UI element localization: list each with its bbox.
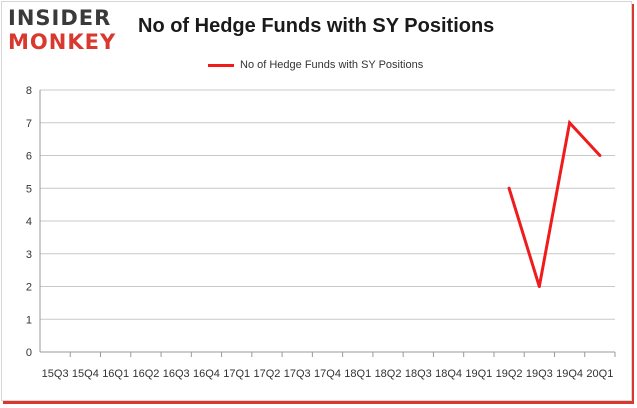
- x-tick-label: 16Q2: [132, 368, 159, 380]
- legend-swatch: [208, 63, 234, 67]
- x-tick-label: 18Q4: [435, 368, 462, 380]
- data-point: [507, 186, 511, 190]
- x-tick-label: 16Q1: [102, 368, 129, 380]
- logo-text-top: INSIDER: [8, 6, 112, 30]
- x-tick-label: 19Q3: [526, 368, 553, 380]
- x-tick-label: 16Q4: [193, 368, 220, 380]
- series-line: [507, 119, 602, 287]
- data-point: [537, 285, 541, 288]
- chart-legend: No of Hedge Funds with SY Positions: [208, 58, 423, 72]
- y-tick-label: 4: [26, 216, 32, 228]
- logo-text-bottom: MONKEY: [8, 30, 117, 54]
- x-tick-label: 17Q4: [314, 368, 341, 380]
- x-tick-label: 17Q1: [223, 368, 250, 380]
- y-tick-label: 0: [26, 347, 32, 359]
- x-tick-label: 17Q2: [254, 368, 281, 380]
- chart-frame: [1, 1, 632, 401]
- x-tick-label: 17Q3: [284, 368, 311, 380]
- chart-title: No of Hedge Funds with SY Positions: [138, 15, 495, 37]
- y-tick-label: 5: [26, 183, 32, 195]
- x-tick-label: 16Q3: [163, 368, 190, 380]
- x-tick-label: 19Q1: [465, 368, 492, 380]
- y-tick-label: 2: [26, 282, 32, 294]
- y-tick-label: 3: [26, 249, 32, 261]
- x-tick-label: 19Q2: [496, 368, 523, 380]
- x-tick-label: 19Q4: [556, 368, 583, 380]
- data-point: [568, 121, 572, 125]
- x-tick-label: 18Q2: [375, 368, 402, 380]
- insider-monkey-logo: INSIDER MONKEY: [8, 6, 120, 54]
- data-point: [598, 154, 602, 157]
- y-tick-label: 7: [26, 118, 32, 130]
- x-tick-label: 18Q3: [405, 368, 432, 380]
- x-tick-label: 20Q1: [586, 368, 613, 380]
- y-tick-label: 8: [26, 85, 32, 97]
- legend-label: No of Hedge Funds with SY Positions: [240, 59, 424, 71]
- x-tick-label: 18Q1: [344, 368, 371, 380]
- y-tick-label: 6: [26, 151, 32, 163]
- x-tick-label: 15Q3: [42, 368, 69, 380]
- x-tick-label: 15Q4: [72, 368, 99, 380]
- y-tick-label: 1: [26, 314, 32, 326]
